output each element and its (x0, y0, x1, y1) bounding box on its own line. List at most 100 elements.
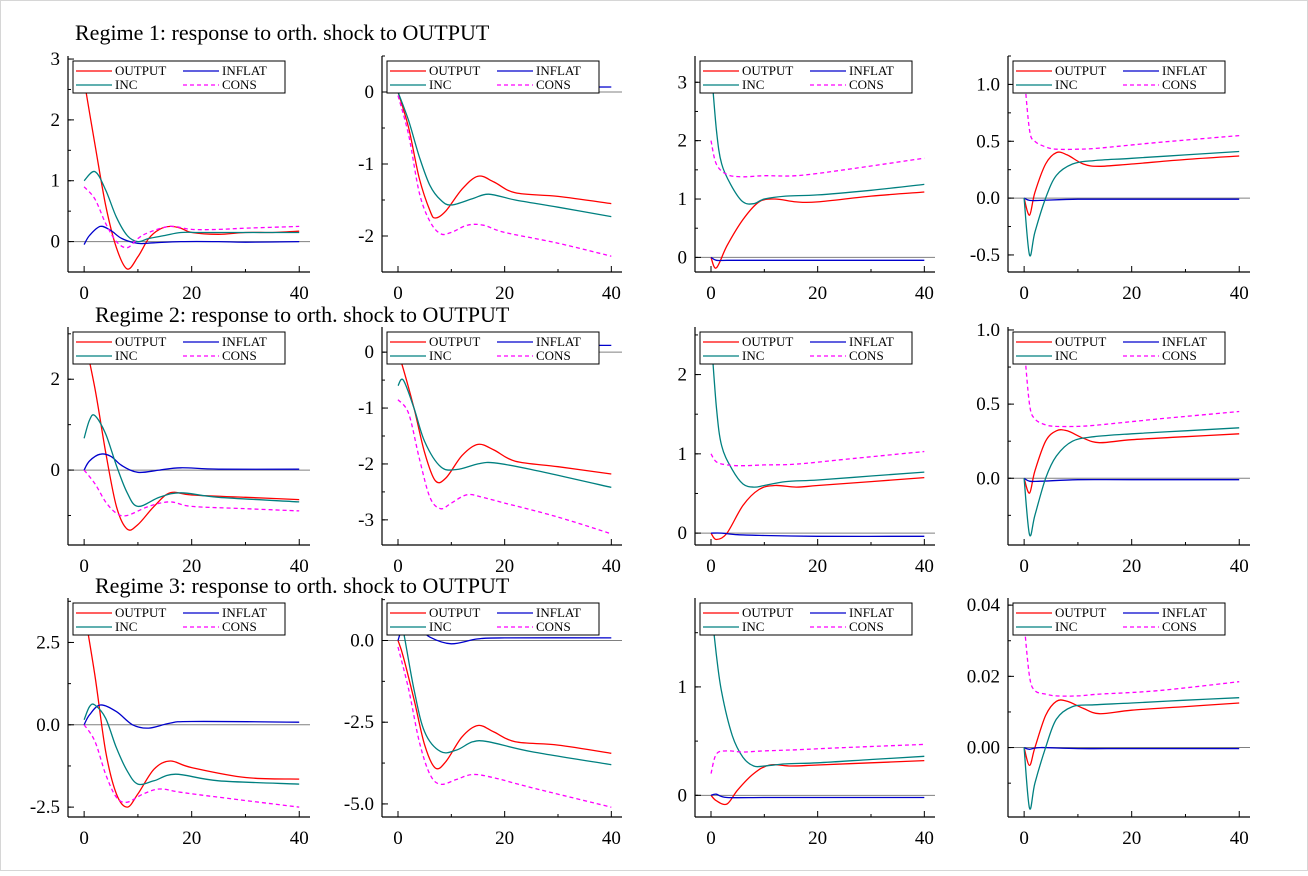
series-line-output (710, 759, 925, 806)
series-line-inflat (710, 532, 925, 537)
panel-r1c4: 1.0 0.5 0.0 -0.5 0 20 40 OUTPUT INFLAT INC CONS (970, 55, 1250, 304)
legend-label-inflat: INFLAT (1162, 334, 1207, 349)
y-tick-label: 2 (51, 110, 61, 131)
series-line-cons (83, 469, 300, 517)
series-line-output (710, 476, 925, 541)
x-tick-label: 40 (290, 556, 309, 577)
y-tick-label: 0 (365, 342, 375, 363)
series-line-cons (397, 646, 612, 808)
series-line-cons (710, 450, 925, 467)
y-tick-label: -3 (358, 510, 374, 531)
series-line-inc (397, 378, 612, 489)
legend-label-inc: INC (429, 619, 451, 634)
x-tick-label: 40 (1230, 828, 1249, 849)
x-tick-label: 0 (1019, 828, 1029, 849)
legend-label-inflat: INFLAT (222, 334, 267, 349)
series-line-cons (397, 399, 612, 535)
legend-box (386, 60, 600, 94)
legend-box (699, 331, 913, 365)
legend-label-output: OUTPUT (115, 63, 166, 78)
y-tick-label: 3 (51, 49, 61, 70)
y-tick-label: -1 (358, 154, 374, 175)
y-tick-label: 0 (678, 785, 688, 806)
y-tick-label: -2.5 (30, 797, 60, 818)
legend-label-output: OUTPUT (429, 63, 480, 78)
x-tick-label: 0 (79, 828, 89, 849)
legend-label-inc: INC (742, 77, 764, 92)
x-tick-label: 40 (1230, 556, 1249, 577)
series-line-output (397, 640, 612, 770)
x-tick-label: 0 (79, 283, 89, 304)
regime-title: Regime 1: response to orth. shock to OUT… (75, 20, 490, 45)
panel-r1c2: 0 -1 -2 0 20 40 OUTPUT INFLAT INC CONS (358, 55, 622, 304)
x-tick-label: 20 (1122, 283, 1141, 304)
series-line-inc (710, 64, 925, 205)
y-tick-label: -2 (358, 454, 374, 475)
series-line-cons (710, 140, 925, 178)
x-tick-label: 40 (602, 828, 621, 849)
y-tick-label: 0 (678, 247, 688, 268)
series-line-cons (1023, 622, 1240, 697)
legend-label-inflat: INFLAT (849, 63, 894, 78)
legend-label-inc: INC (115, 77, 137, 92)
legend-box (386, 331, 600, 365)
legend-label-cons: CONS (536, 619, 571, 634)
panel-r2c2: 0 -1 -2 -3 0 20 40 OUTPUT INFLAT INC CONS (358, 327, 622, 577)
legend-label-inc: INC (1055, 348, 1077, 363)
legend-label-cons: CONS (849, 77, 884, 92)
panel-r1c1: 0 1 2 3 0 20 40 OUTPUT INFLAT INC CONS (51, 49, 310, 304)
y-tick-label: 2 (678, 365, 688, 386)
legend-label-cons: CONS (1162, 77, 1197, 92)
series-line-cons (1023, 73, 1240, 151)
x-tick-label: 0 (393, 556, 403, 577)
legend-label-inc: INC (115, 348, 137, 363)
legend-label-output: OUTPUT (429, 334, 480, 349)
panel-r2c4: 1.0 0.5 0.0 0 20 40 OUTPUT INFLAT INC CONS (976, 320, 1250, 577)
legend-label-output: OUTPUT (115, 334, 166, 349)
legend: OUTPUT INFLAT INC CONS (386, 60, 600, 94)
panel-r3c4: 0.04 0.02 0.00 0 20 40 OUTPUT INFLAT INC CONS (967, 595, 1250, 849)
y-tick-label: 1 (678, 444, 688, 465)
legend: OUTPUT INFLAT INC CONS (72, 602, 286, 636)
series-line-inc (1023, 697, 1240, 810)
legend-label-output: OUTPUT (742, 334, 793, 349)
x-tick-label: 40 (1230, 283, 1249, 304)
legend-label-cons: CONS (222, 348, 257, 363)
series-line-inc (710, 334, 925, 488)
y-tick-label: 0 (51, 232, 61, 253)
x-tick-label: 0 (706, 556, 716, 577)
x-tick-label: 0 (79, 556, 89, 577)
legend-label-inc: INC (742, 348, 764, 363)
y-tick-label: 0.04 (967, 595, 1001, 616)
x-tick-label: 0 (706, 828, 716, 849)
x-tick-label: 20 (1122, 556, 1141, 577)
series-line-output (710, 191, 925, 269)
y-tick-label: -5.0 (344, 794, 374, 815)
series-line-inc (397, 607, 612, 766)
x-tick-label: 20 (495, 828, 514, 849)
x-tick-label: 40 (290, 283, 309, 304)
legend-box (699, 60, 913, 94)
legend-label-output: OUTPUT (1055, 63, 1106, 78)
legend-label-inc: INC (115, 619, 137, 634)
legend: OUTPUT INFLAT INC CONS (699, 60, 913, 94)
panel-r2c3: 2 1 00 20 40 OUTPUT INFLAT INC CONS (678, 327, 935, 577)
series-line-inc (83, 170, 300, 243)
x-tick-label: 40 (915, 556, 934, 577)
regime-title: Regime 3: response to orth. shock to OUT… (95, 573, 510, 598)
legend-label-cons: CONS (536, 348, 571, 363)
x-tick-label: 20 (182, 283, 201, 304)
series-line-inflat (1023, 746, 1240, 750)
y-tick-label: -2 (358, 226, 374, 247)
x-tick-label: 0 (706, 283, 716, 304)
series-line-output (1023, 699, 1240, 767)
panel-r3c1: 2.5 0.0 -2.5 0 20 40 OUTPUT INFLAT INC CONS (30, 598, 310, 849)
series-line-inflat (1023, 477, 1240, 483)
series-line-output (397, 91, 612, 219)
legend-label-inc: INC (429, 77, 451, 92)
legend-label-cons: CONS (1162, 619, 1197, 634)
y-tick-label: 0.5 (976, 394, 1000, 415)
legend: OUTPUT INFLAT INC CONS (1012, 331, 1226, 365)
